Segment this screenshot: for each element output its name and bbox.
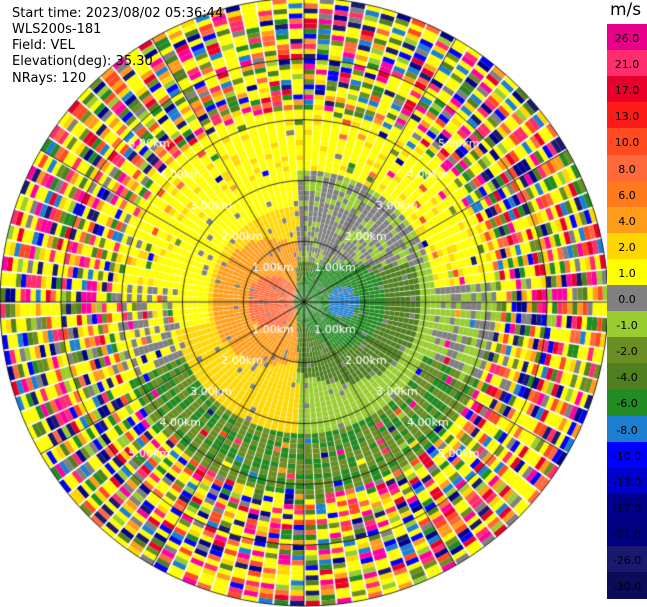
colorbar-tick-label: -17.0 [612,501,642,515]
radar-ppi-plot[interactable] [0,0,607,607]
colorbar-tick-label: 17.0 [614,84,640,98]
colorbar-tick-label: -30.0 [612,580,642,594]
colorbar-segment [607,441,647,469]
colorbar-segment [607,363,647,390]
colorbar-segment [607,102,647,129]
colorbar-segment [607,128,647,155]
colorbar-tick-label: 6.0 [618,188,636,202]
colorbar-tick-label: 8.0 [618,162,636,176]
colorbar-segment [607,493,647,521]
colorbar-tick-label: 4.0 [618,214,636,228]
colorbar-segment [607,337,647,364]
colorbar-segment [607,50,647,77]
colorbar-tick-label: 10.0 [614,136,640,150]
colorbar-segment [607,415,647,443]
colorbar-segment [607,206,647,234]
colorbar-tick-label: -1.0 [616,319,638,333]
start-time-label: Start time: 2023/08/02 05:36:44 [12,6,224,21]
colorbar-tick-label: 21.0 [614,58,640,72]
colorbar-tick-label: 13.0 [614,110,640,124]
field-label: Field: VEL [12,38,75,53]
colorbar-segment [607,258,647,286]
colorbar-tick-label: -8.0 [616,423,638,437]
colorbar-segment [607,311,647,338]
colorbar-segment [607,76,647,103]
colorbar-segment [607,232,647,260]
instrument-label: WLS200s-181 [12,22,102,37]
colorbar-segment [607,389,647,416]
colorbar-tick-label: -2.0 [616,345,638,359]
colorbar-segment [607,467,647,495]
colorbar-tick-label: 26.0 [614,32,640,45]
colorbar-tick-label: 2.0 [618,240,636,254]
colorbar-tick-label: -13.0 [612,475,642,489]
colorbar-tick-label: 0.0 [618,293,636,306]
colorbar-segment [607,154,647,182]
colorbar-tick-label: -4.0 [616,371,638,385]
colorbar-unit: m/s [610,0,642,20]
colorbar-segment [607,572,647,599]
colorbar-segment [607,24,647,51]
nrays-label: NRays: 120 [12,71,87,86]
colorbar-segment [607,180,647,208]
colorbar-segment [607,285,647,312]
colorbar-tick-label: -10.0 [612,449,642,463]
elevation-label: Elevation(deg): 35.30 [12,54,153,69]
colorbar-tick-label: 1.0 [618,266,636,280]
colorbar-tick-label: -6.0 [616,397,638,411]
colorbar-segment [607,546,647,573]
colorbar-tick-label: -26.0 [612,554,642,567]
colorbar-tick-label: -21.0 [612,527,642,541]
colorbar-segment [607,519,647,547]
